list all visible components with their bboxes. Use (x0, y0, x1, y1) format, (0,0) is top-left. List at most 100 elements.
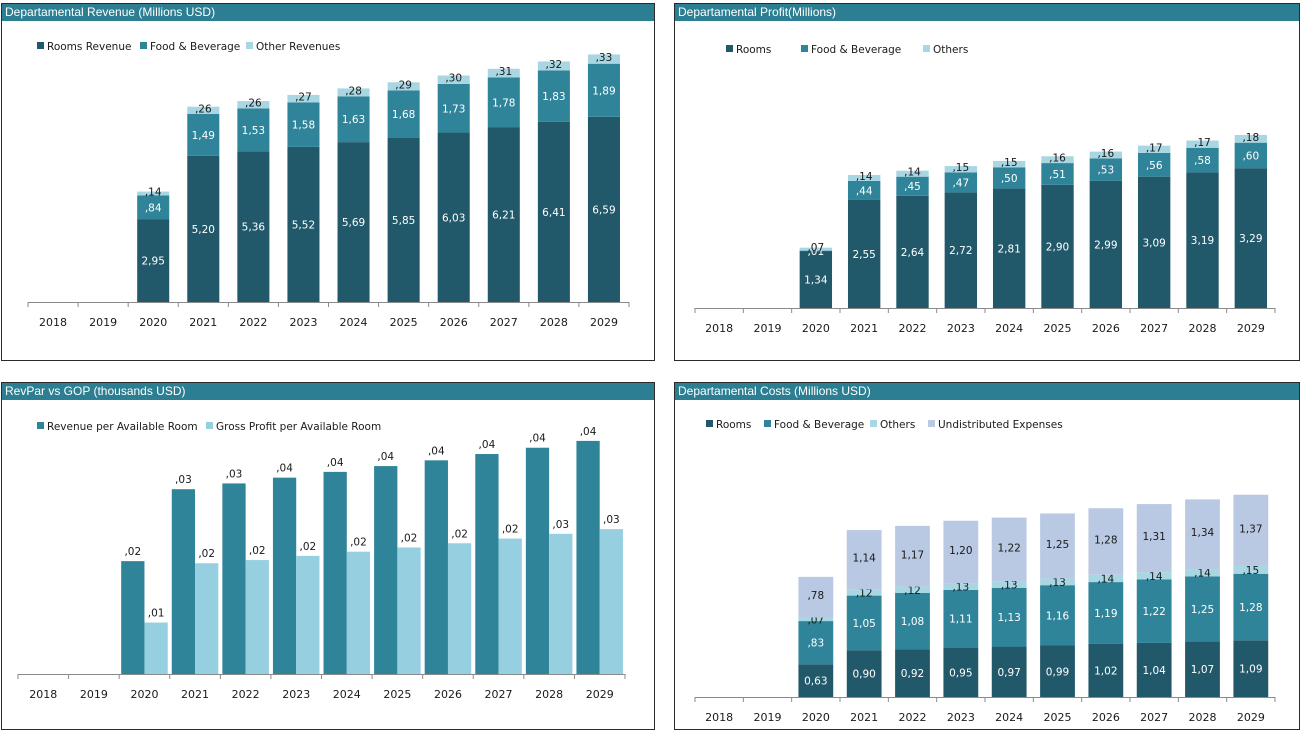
bar-rooms-2027 (1136, 642, 1172, 697)
bar-food-beverage-2023 (287, 102, 320, 147)
revenue-chart: Rooms Revenue Food & Beverage Other Revenu… (27, 41, 630, 329)
bar-rooms-revenue-2024 (337, 142, 370, 302)
bar-gross-profit-per-available-room-2027 (498, 538, 522, 674)
bar-food-beverage-2022 (896, 176, 929, 196)
x-tick-label-2023: 2023 (947, 711, 975, 724)
bar-rooms-2020 (798, 664, 834, 697)
bar-revenue-per-available-room-2025 (374, 466, 398, 674)
bar-rooms-2028 (1186, 172, 1219, 308)
data-label-rooms-2020: 1,34 (804, 275, 828, 287)
bar-food-beverage-2024 (992, 167, 1026, 189)
data-label-food-beverage-2026: 1,19 (1094, 608, 1117, 620)
data-label-others-2024: ,13 (1001, 579, 1018, 591)
data-label-food-beverage-2023: 1,58 (292, 120, 315, 132)
bar-rooms-2026 (1088, 643, 1124, 697)
bar-other-revenues-2026 (437, 75, 470, 84)
x-tick-label-2028: 2028 (1189, 711, 1217, 724)
bar-rooms-2024 (991, 646, 1027, 697)
data-label-food-beverage-2023: ,47 (952, 177, 969, 189)
legend-label-others: Others (880, 419, 915, 431)
legend-label-other-revenues: Other Revenues (256, 41, 340, 53)
data-label-undistributed-expenses-2029: 1,37 (1239, 523, 1262, 535)
data-label-food-beverage-2027: 1,22 (1142, 606, 1165, 618)
bar-undistributed-expenses-2028 (1185, 499, 1220, 570)
bar-rooms-revenue-2023 (287, 146, 320, 302)
bar-revenue-per-available-room-2020 (121, 561, 145, 674)
legend-label-rooms-revenue: Rooms Revenue (47, 41, 131, 53)
bar-rooms-revenue-2025 (387, 137, 420, 302)
bar-revenue-per-available-room-2029 (576, 440, 600, 674)
data-label-revenue-per-available-room-2026: ,04 (428, 445, 445, 457)
bar-other-revenues-2027 (487, 68, 520, 78)
bar-rooms-revenue-2026 (437, 132, 470, 302)
x-tick-label-2026: 2026 (440, 316, 468, 329)
bar-gross-profit-per-available-room-2028 (549, 533, 573, 674)
data-label-food-beverage-2022: 1,08 (901, 616, 924, 628)
data-label-food-beverage-2027: 1,78 (492, 97, 515, 109)
x-tick-label-2024: 2024 (340, 316, 368, 329)
bar-food-beverage-2027 (487, 77, 520, 128)
bar-undistributed-expenses-2029 (1233, 494, 1269, 566)
data-label-other-revenues-2028: ,32 (546, 59, 563, 71)
data-label-food-beverage-2023: 1,11 (949, 614, 972, 626)
bar-other-revenues-2021 (187, 106, 220, 115)
x-tick-label-2027: 2027 (1140, 322, 1168, 335)
legend-swatch-others (923, 45, 930, 52)
x-tick-label-2028: 2028 (535, 688, 563, 701)
data-label-food-beverage-2028: ,58 (1194, 155, 1211, 167)
data-label-rooms-revenue-2020: 2,95 (142, 256, 165, 268)
data-label-rooms-revenue-2029: 6,59 (592, 204, 615, 216)
bar-food-beverage-2024 (337, 96, 370, 143)
bar-undistributed-expenses-2027 (1136, 504, 1172, 573)
x-tick-label-2025: 2025 (1044, 711, 1072, 724)
bar-other-revenues-2025 (387, 82, 420, 91)
x-tick-label-2018: 2018 (705, 711, 733, 724)
costs-chart-panel: Departamental Costs (Millions USD) Rooms… (674, 382, 1300, 730)
bar-others-2028 (1185, 569, 1220, 577)
bar-food-beverage-2027 (1137, 152, 1171, 177)
x-tick-label-2029: 2029 (586, 688, 614, 701)
bar-food-beverage-2026 (437, 83, 470, 133)
data-label-food-beverage-2024: 1,13 (997, 612, 1020, 624)
bar-gross-profit-per-available-room-2021 (195, 563, 219, 674)
bar-others-2029 (1233, 565, 1269, 574)
bar-rooms-2025 (1040, 645, 1075, 697)
x-tick-label-2024: 2024 (995, 711, 1023, 724)
legend-swatch-others (870, 420, 877, 427)
data-label-food-beverage-2025: 1,68 (392, 109, 415, 121)
data-label-food-beverage-2029: 1,89 (592, 85, 615, 97)
data-label-gross-profit-per-available-room-2022: ,02 (249, 545, 266, 557)
data-label-others-2024: ,15 (1001, 157, 1018, 169)
data-label-undistributed-expenses-2024: 1,22 (997, 542, 1020, 554)
bar-others-2026 (1089, 151, 1123, 159)
data-label-others-2028: ,14 (1194, 568, 1211, 580)
legend-label-rooms: Rooms (716, 419, 751, 431)
bar-rooms-2021 (847, 199, 881, 308)
data-label-others-2023: ,15 (952, 162, 969, 174)
bar-revenue-per-available-room-2024 (323, 471, 347, 674)
legend-label-undistributed-expenses: Undistributed Expenses (938, 419, 1063, 431)
x-tick-label-2022: 2022 (899, 711, 927, 724)
bar-rooms-2029 (1233, 640, 1269, 697)
data-label-gross-profit-per-available-room-2021: ,02 (198, 548, 215, 560)
bar-rooms-revenue-2029 (587, 116, 620, 302)
bar-gross-profit-per-available-room-2023 (296, 555, 320, 674)
bar-food-beverage-2021 (847, 180, 881, 200)
x-tick-label-2020: 2020 (802, 711, 830, 724)
data-label-food-beverage-2022: ,45 (904, 181, 921, 193)
data-label-rooms-2028: 3,19 (1191, 235, 1214, 247)
data-label-others-2022: ,14 (904, 167, 921, 179)
data-label-rooms-2020: 0,63 (804, 676, 827, 688)
data-label-others-2025: ,13 (1049, 577, 1066, 589)
x-tick-label-2022: 2022 (232, 688, 260, 701)
revenue-chart-panel: Departamental Revenue (Millions USD) Roo… (1, 3, 655, 361)
bar-others-2027 (1137, 145, 1171, 153)
legend-swatch-rooms (726, 45, 733, 52)
data-label-rooms-2025: 0,99 (1046, 666, 1069, 678)
bar-food-beverage-2020 (137, 195, 170, 220)
bar-rooms-revenue-2028 (537, 121, 570, 302)
bar-rooms-2029 (1234, 168, 1268, 308)
x-tick-label-2026: 2026 (1092, 322, 1120, 335)
data-label-other-revenues-2020: ,14 (145, 187, 162, 199)
x-tick-label-2029: 2029 (590, 316, 618, 329)
